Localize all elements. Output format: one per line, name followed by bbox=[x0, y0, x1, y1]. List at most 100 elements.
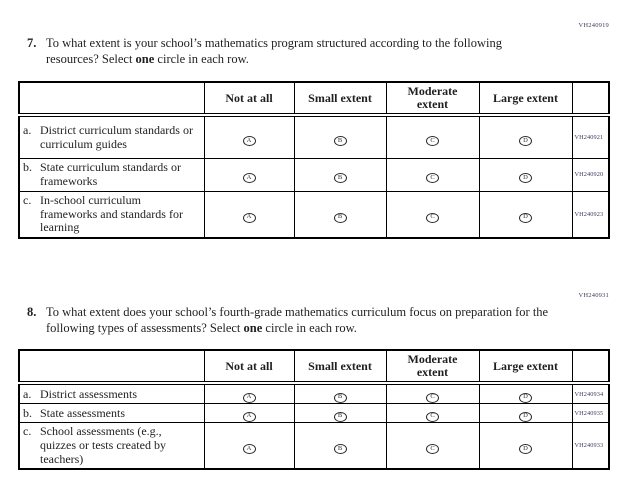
q8-header-code-blank bbox=[571, 349, 610, 386]
q7-row-a-option-cell: C bbox=[385, 114, 480, 159]
q8-row-c-option-cell: A bbox=[203, 422, 295, 470]
question-7-prompt-part1: To what extent is your school’s mathemat… bbox=[46, 36, 502, 66]
row-letter: a. bbox=[23, 122, 32, 137]
q8-row-c-label-cell: c. School assessments (e.g., quizzes or t… bbox=[18, 422, 205, 470]
q8-row-a-option-cell: B bbox=[293, 382, 387, 405]
bubble-c[interactable]: C bbox=[426, 173, 439, 184]
q8-row-b-option-cell: A bbox=[203, 403, 295, 424]
row-letter: c. bbox=[23, 424, 32, 439]
bubble-b[interactable]: B bbox=[333, 173, 347, 184]
table-row: b. State assessments A B C D VH240935 bbox=[18, 403, 610, 424]
bubble-d[interactable]: D bbox=[519, 411, 532, 422]
header-large-extent: Large extent bbox=[478, 81, 573, 118]
q7-row-c-option-cell: B bbox=[293, 190, 387, 239]
q8-row-c-option-cell: C bbox=[385, 422, 480, 470]
q8-row-a-label-cell: a. District assessments bbox=[18, 382, 205, 405]
bubble-a[interactable]: A bbox=[242, 411, 256, 422]
q8-row-b-option-cell: C bbox=[385, 403, 480, 424]
question-7-prompt: To what extent is your school’s mathemat… bbox=[46, 36, 556, 67]
question-7-table: Not at all Small extent Moderate extent … bbox=[18, 81, 610, 239]
question-8-prompt: To what extent does your school’s fourth… bbox=[46, 305, 556, 336]
q7-row-b-option-cell: A bbox=[203, 157, 295, 192]
question-8-number: 8. bbox=[27, 305, 37, 319]
q7-row-a-option-cell: B bbox=[293, 114, 387, 159]
q7-row-a-option-cell: A bbox=[203, 114, 295, 159]
bubble-b[interactable]: B bbox=[333, 411, 347, 422]
q8-header-blank bbox=[18, 349, 205, 386]
row-code: VH240934 bbox=[571, 382, 610, 405]
bubble-d[interactable]: D bbox=[519, 444, 532, 455]
question-8-prompt-part1: To what extent does your school’s fourth… bbox=[46, 305, 549, 335]
q7-row-b-label-cell: b. State curriculum standards or framewor… bbox=[18, 157, 205, 192]
q7-row-b-option-cell: C bbox=[385, 157, 480, 192]
bubble-c[interactable]: C bbox=[426, 411, 439, 422]
bubble-a[interactable]: A bbox=[242, 444, 256, 455]
question-8-prompt-bold: one bbox=[243, 320, 263, 335]
question-8-table: Not at all Small extent Moderate extent … bbox=[18, 349, 610, 471]
bubble-c[interactable]: C bbox=[426, 392, 439, 403]
row-label: District assessments bbox=[40, 386, 137, 401]
q7-row-a-option-cell: D bbox=[478, 114, 573, 159]
q8-row-c-option-cell: B bbox=[293, 422, 387, 470]
bubble-b[interactable]: B bbox=[333, 212, 347, 223]
bubble-a[interactable]: A bbox=[242, 392, 256, 403]
row-label: School assessments (e.g., quizzes or tes… bbox=[40, 424, 166, 466]
q8-row-b-option-cell: D bbox=[478, 403, 573, 424]
bubble-c[interactable]: C bbox=[426, 212, 439, 223]
row-label: District curriculum standards or curricu… bbox=[40, 122, 193, 151]
question-7-prompt-bold: one bbox=[135, 51, 155, 66]
row-code: VH240920 bbox=[571, 157, 610, 192]
q8-row-b-label-cell: b. State assessments bbox=[18, 403, 205, 424]
question-7-code: VH240919 bbox=[578, 22, 609, 29]
bubble-d[interactable]: D bbox=[519, 392, 532, 403]
header-not-at-all: Not at all bbox=[203, 349, 295, 386]
question-8-text: 8. To what extent does your school’s fou… bbox=[27, 305, 556, 336]
row-code: VH240933 bbox=[571, 422, 610, 470]
bubble-d[interactable]: D bbox=[519, 212, 532, 223]
q7-row-c-option-cell: A bbox=[203, 190, 295, 239]
bubble-d[interactable]: D bbox=[519, 173, 532, 184]
row-label: In-school curriculum frameworks and stan… bbox=[40, 192, 183, 235]
q8-header-row: Not at all Small extent Moderate extent … bbox=[18, 349, 610, 386]
q7-row-c-option-cell: C bbox=[385, 190, 480, 239]
q8-row-a-option-cell: D bbox=[478, 382, 573, 405]
q7-row-c-label-cell: c. In-school curriculum frameworks and st… bbox=[18, 190, 205, 239]
q7-row-b-option-cell: B bbox=[293, 157, 387, 192]
bubble-b[interactable]: B bbox=[333, 444, 347, 455]
bubble-a[interactable]: A bbox=[242, 173, 256, 184]
question-8-prompt-part2: circle in each row. bbox=[262, 320, 357, 335]
header-moderate-extent: Moderate extent bbox=[385, 349, 480, 386]
bubble-d[interactable]: D bbox=[519, 135, 532, 146]
bubble-c[interactable]: C bbox=[426, 444, 439, 455]
row-code: VH240921 bbox=[571, 114, 610, 159]
row-letter: b. bbox=[23, 405, 32, 420]
header-small-extent: Small extent bbox=[293, 81, 387, 118]
row-letter: c. bbox=[23, 192, 32, 207]
header-moderate-extent: Moderate extent bbox=[385, 81, 480, 118]
row-letter: a. bbox=[23, 386, 32, 401]
header-not-at-all: Not at all bbox=[203, 81, 295, 118]
bubble-c[interactable]: C bbox=[426, 135, 439, 146]
bubble-b[interactable]: B bbox=[333, 135, 347, 146]
bubble-a[interactable]: A bbox=[242, 212, 256, 223]
question-7-text: 7. To what extent is your school’s mathe… bbox=[27, 36, 556, 67]
q7-row-b-option-cell: D bbox=[478, 157, 573, 192]
question-8-code: VH240931 bbox=[578, 292, 609, 299]
q7-header-code-blank bbox=[571, 81, 610, 118]
question-7-number: 7. bbox=[27, 36, 37, 50]
q8-row-a-option-cell: C bbox=[385, 382, 480, 405]
q8-row-c-option-cell: D bbox=[478, 422, 573, 470]
q7-row-c-option-cell: D bbox=[478, 190, 573, 239]
row-letter: b. bbox=[23, 160, 32, 175]
bubble-b[interactable]: B bbox=[333, 392, 347, 403]
row-label: State curriculum standards or frameworks bbox=[40, 160, 181, 188]
table-row: a. District assessments A B C D VH240934 bbox=[18, 382, 610, 405]
q7-header-row: Not at all Small extent Moderate extent … bbox=[18, 81, 610, 118]
question-7-prompt-part2: circle in each row. bbox=[154, 51, 249, 66]
table-row: b. State curriculum standards or framewor… bbox=[18, 157, 610, 192]
table-row: a. District curriculum standards or curri… bbox=[18, 114, 610, 159]
q8-row-b-option-cell: B bbox=[293, 403, 387, 424]
row-label: State assessments bbox=[40, 405, 125, 420]
row-code: VH240935 bbox=[571, 403, 610, 424]
bubble-a[interactable]: A bbox=[242, 135, 256, 146]
